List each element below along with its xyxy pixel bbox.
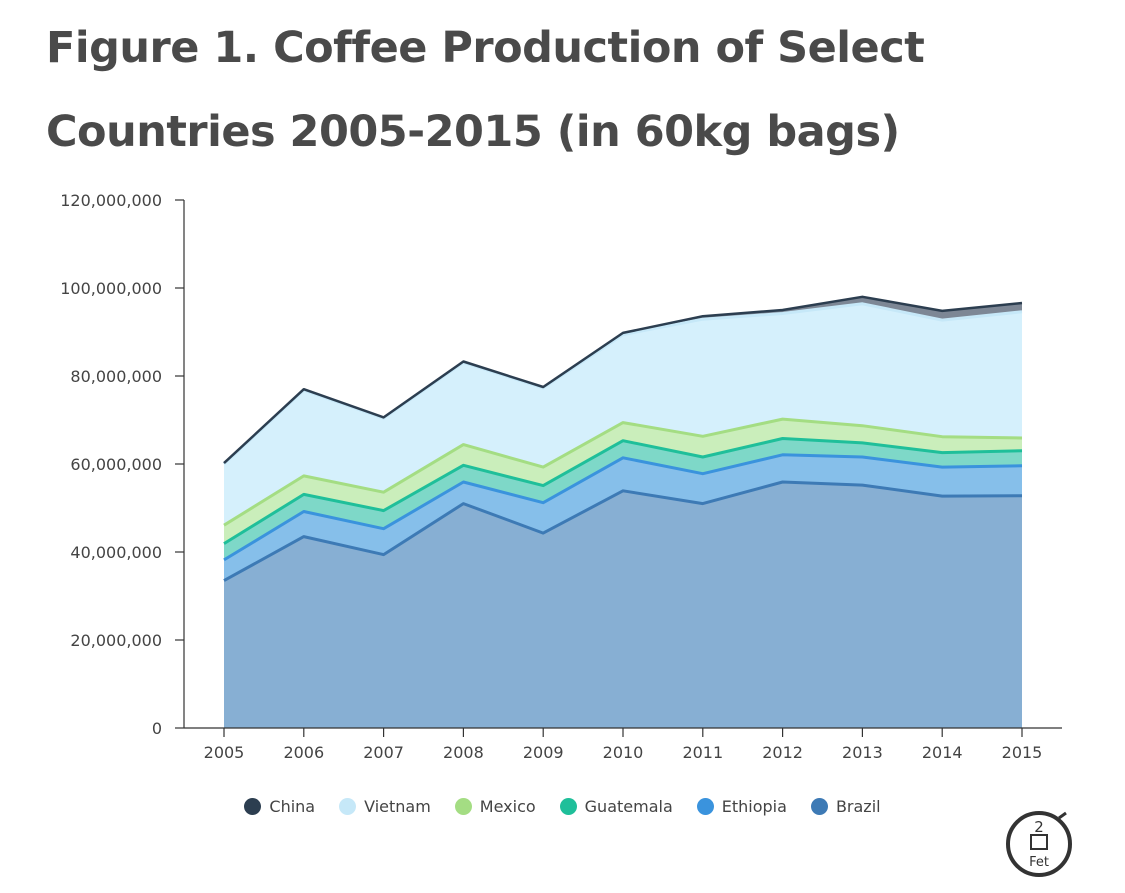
line-mexico [223, 417, 1023, 527]
2foot-logo-icon: 2 Fet [1006, 811, 1072, 877]
x-tick-label: 2005 [204, 743, 245, 762]
y-tick-label: 60,000,000 [70, 455, 162, 474]
legend-swatch-vietnam [339, 798, 357, 815]
y-tick-label: 20,000,000 [70, 631, 162, 650]
line-guatemala [223, 437, 1023, 545]
area-vietnam [224, 303, 1022, 526]
y-tick-label: 120,000,000 [60, 191, 162, 210]
line-brazil [223, 480, 1023, 582]
x-tick-label: 2013 [842, 743, 883, 762]
legend-item-brazil[interactable]: Brazil [810, 797, 881, 816]
legend-label-brazil: Brazil [835, 797, 881, 816]
area-brazil [224, 482, 1022, 728]
legend-label-ethiopia: Ethiopia [721, 797, 787, 816]
legend-swatch-ethiopia [696, 798, 714, 815]
legend-swatch-brazil [810, 798, 828, 815]
x-tick-label: 2012 [762, 743, 803, 762]
area-layers [224, 296, 1022, 728]
y-tick-label: 40,000,000 [70, 543, 162, 562]
legend-label-china: China [269, 797, 316, 816]
area-boundary-lines [222, 295, 1023, 582]
chart-area: 0 20,000,000 40,000,000 60,000,000 80,000,00… [60, 191, 1062, 762]
chart-title: Figure 1. Coffee Production of Select Co… [46, 23, 925, 157]
y-tick-label: 80,000,000 [70, 367, 162, 386]
logo-square [1030, 834, 1048, 850]
x-tick-label: 2008 [443, 743, 484, 762]
legend-label-mexico: Mexico [479, 797, 536, 816]
legend-item-china[interactable]: China [244, 797, 315, 816]
legend-swatch-mexico [454, 798, 472, 815]
x-tick-label: 2009 [523, 743, 564, 762]
axes: 0 20,000,000 40,000,000 60,000,000 80,000,00… [60, 191, 1062, 762]
legend-swatch-guatemala [559, 798, 577, 815]
x-tick-label: 2015 [1002, 743, 1043, 762]
legend: China Vietnam Mexico Guatemala Ethiopia … [0, 797, 1125, 816]
x-tick-label: 2011 [682, 743, 723, 762]
x-tick-label: 2010 [603, 743, 644, 762]
area-china [224, 296, 1022, 464]
legend-item-mexico[interactable]: Mexico [454, 797, 536, 816]
logo-text-top: 2 [1034, 818, 1044, 836]
legend-item-vietnam[interactable]: Vietnam [339, 797, 431, 816]
legend-label-guatemala: Guatemala [584, 797, 673, 816]
x-tick-label: 2007 [363, 743, 404, 762]
x-tick-label: 2006 [283, 743, 324, 762]
legend-item-ethiopia[interactable]: Ethiopia [696, 797, 787, 816]
x-tick-label: 2014 [922, 743, 963, 762]
line-china [223, 295, 1023, 465]
legend-swatch-china [244, 798, 262, 815]
legend-item-guatemala[interactable]: Guatemala [559, 797, 673, 816]
logo-text-bottom: Fet [1029, 855, 1049, 870]
y-tick-label: 0 [152, 719, 162, 738]
line-ethiopia [223, 453, 1023, 562]
legend-label-vietnam: Vietnam [364, 797, 431, 816]
y-tick-label: 100,000,000 [60, 279, 162, 298]
